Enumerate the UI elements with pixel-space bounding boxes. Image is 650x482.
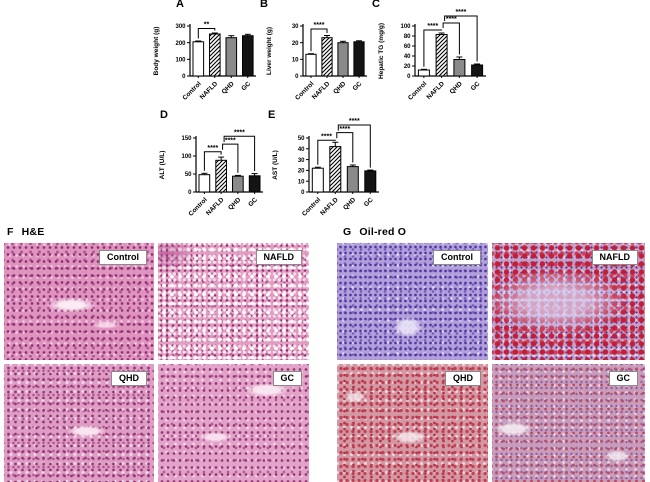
- svg-text:10: 10: [292, 58, 299, 64]
- svg-text:40: 40: [404, 54, 411, 60]
- histology-image-he-nafld: NAFLD: [158, 243, 309, 360]
- panel-letter-c: C: [372, 0, 380, 10]
- bar-chart-alt: 0 50 100 150 ALT (U/L) Control NAFLD QHD GC **** *…: [152, 111, 267, 224]
- svg-text:****: ****: [321, 133, 332, 140]
- chart-panel-c: C 0 20 40 60 80 100 Hepatic TG (mg/g) Control NA…: [371, 0, 490, 108]
- svg-text:GC: GC: [352, 80, 364, 92]
- svg-text:20: 20: [298, 169, 305, 175]
- bar-chart-hepatic-tg: 0 20 40 60 80 100 Hepatic TG (mg/g) Control NAFL…: [371, 0, 490, 108]
- svg-text:20: 20: [292, 41, 299, 47]
- histology-image-oilred-control: Control: [337, 243, 488, 360]
- svg-text:80: 80: [404, 34, 411, 40]
- image-label-qhd: QHD: [445, 371, 481, 386]
- panel-letter-b: B: [260, 0, 268, 10]
- svg-text:****: ****: [339, 126, 350, 133]
- chart-panel-a: A 0 100 200 300 Body weight (g) Control NAFLD Q…: [146, 0, 260, 108]
- svg-text:0: 0: [182, 74, 186, 80]
- image-label-nafld: NAFLD: [591, 250, 638, 265]
- svg-text:Control: Control: [301, 196, 322, 217]
- svg-text:****: ****: [349, 118, 360, 125]
- image-label-control: Control: [433, 250, 481, 265]
- svg-text:Control: Control: [181, 80, 202, 101]
- svg-text:40: 40: [298, 147, 305, 153]
- svg-text:150: 150: [181, 136, 192, 142]
- svg-text:100: 100: [175, 58, 186, 64]
- image-label-control: Control: [99, 250, 147, 265]
- stain-name-oilred: Oil-red O: [359, 226, 407, 238]
- histology-image-oilred-qhd: QHD: [337, 364, 488, 482]
- svg-text:ALT (U/L): ALT (U/L): [159, 151, 166, 180]
- svg-text:Body weight (g): Body weight (g): [153, 27, 160, 76]
- oilred-image-grid: Control NAFLD QHD GC: [337, 243, 645, 482]
- svg-text:NAFLD: NAFLD: [199, 80, 220, 101]
- svg-text:0: 0: [301, 190, 305, 196]
- svg-text:Liver weight (g): Liver weight (g): [266, 27, 273, 75]
- svg-text:NAFLD: NAFLD: [311, 80, 332, 101]
- chart-panel-d: D 0 50 100 150 ALT (U/L) Control NAFLD QHD GC ***…: [152, 109, 267, 224]
- bar-chart-body-weight: 0 100 200 300 Body weight (g) Control NAFLD QHD…: [146, 0, 260, 108]
- svg-text:AST (U/L): AST (U/L): [272, 150, 279, 180]
- svg-text:****: ****: [455, 9, 466, 16]
- svg-text:Control: Control: [407, 80, 428, 101]
- bar-chart-liver-weight: 0 10 20 30 Liver weight (g) Control NAFLD QHD GC…: [259, 0, 371, 108]
- svg-text:**: **: [204, 22, 210, 29]
- svg-text:QHD: QHD: [342, 196, 357, 211]
- svg-text:****: ****: [207, 145, 218, 152]
- svg-text:60: 60: [404, 44, 411, 50]
- svg-text:NAFLD: NAFLD: [205, 196, 226, 217]
- svg-text:****: ****: [234, 129, 245, 136]
- histology-image-oilred-gc: GC: [492, 364, 645, 482]
- image-label-gc: GC: [272, 371, 302, 386]
- svg-text:10: 10: [298, 179, 305, 185]
- image-label-qhd: QHD: [111, 371, 147, 386]
- svg-text:****: ****: [225, 137, 236, 144]
- svg-text:GC: GC: [363, 196, 375, 208]
- chart-panel-e: E 0 10 20 30 40 50 AST (U/L) Control NAFLD QHD GC *…: [265, 109, 383, 224]
- panel-letter-f: F: [7, 226, 14, 238]
- svg-text:****: ****: [314, 22, 325, 29]
- histology-image-he-qhd: QHD: [4, 364, 154, 482]
- stain-name-he: H&E: [21, 226, 45, 238]
- svg-text:50: 50: [298, 136, 305, 142]
- image-label-gc: GC: [608, 371, 638, 386]
- svg-text:20: 20: [404, 64, 411, 70]
- svg-text:30: 30: [292, 24, 299, 30]
- chart-panel-b: B 0 10 20 30 Liver weight (g) Control NAFLD QHD…: [259, 0, 371, 108]
- svg-text:200: 200: [175, 41, 186, 47]
- svg-text:0: 0: [188, 190, 192, 196]
- svg-text:GC: GC: [247, 196, 259, 208]
- panel-letter-d: D: [160, 109, 168, 121]
- svg-text:NAFLD: NAFLD: [319, 196, 340, 217]
- svg-text:****: ****: [446, 16, 457, 23]
- image-label-nafld: NAFLD: [255, 250, 302, 265]
- svg-text:GC: GC: [240, 80, 252, 92]
- he-image-grid: Control NAFLD QHD GC: [4, 243, 309, 482]
- svg-text:QHD: QHD: [332, 80, 347, 95]
- bar-chart-ast: 0 10 20 30 40 50 AST (U/L) Control NAFLD QHD GC ***…: [265, 111, 383, 224]
- svg-text:300: 300: [175, 24, 186, 30]
- svg-text:QHD: QHD: [449, 80, 464, 95]
- histology-image-oilred-nafld: NAFLD: [492, 243, 645, 360]
- histology-image-he-control: Control: [4, 243, 154, 360]
- panel-letter-g: G: [343, 226, 352, 238]
- svg-text:0: 0: [295, 74, 299, 80]
- svg-text:30: 30: [298, 158, 305, 164]
- svg-text:0: 0: [407, 74, 411, 80]
- svg-text:Hepatic TG (mg/g): Hepatic TG (mg/g): [378, 23, 385, 79]
- svg-text:QHD: QHD: [227, 196, 242, 211]
- svg-text:50: 50: [185, 172, 192, 178]
- svg-text:GC: GC: [470, 80, 482, 92]
- panel-title-oilred: G Oil-red O: [343, 226, 406, 238]
- panel-letter-a: A: [176, 0, 184, 10]
- panel-letter-e: E: [268, 109, 276, 121]
- svg-text:100: 100: [400, 24, 411, 30]
- svg-text:Control: Control: [188, 196, 209, 217]
- svg-text:NAFLD: NAFLD: [425, 80, 446, 101]
- svg-text:****: ****: [427, 23, 438, 30]
- histology-image-he-gc: GC: [158, 364, 309, 482]
- svg-text:QHD: QHD: [221, 80, 236, 95]
- panel-title-he: F H&E: [7, 226, 44, 238]
- svg-text:100: 100: [181, 154, 192, 160]
